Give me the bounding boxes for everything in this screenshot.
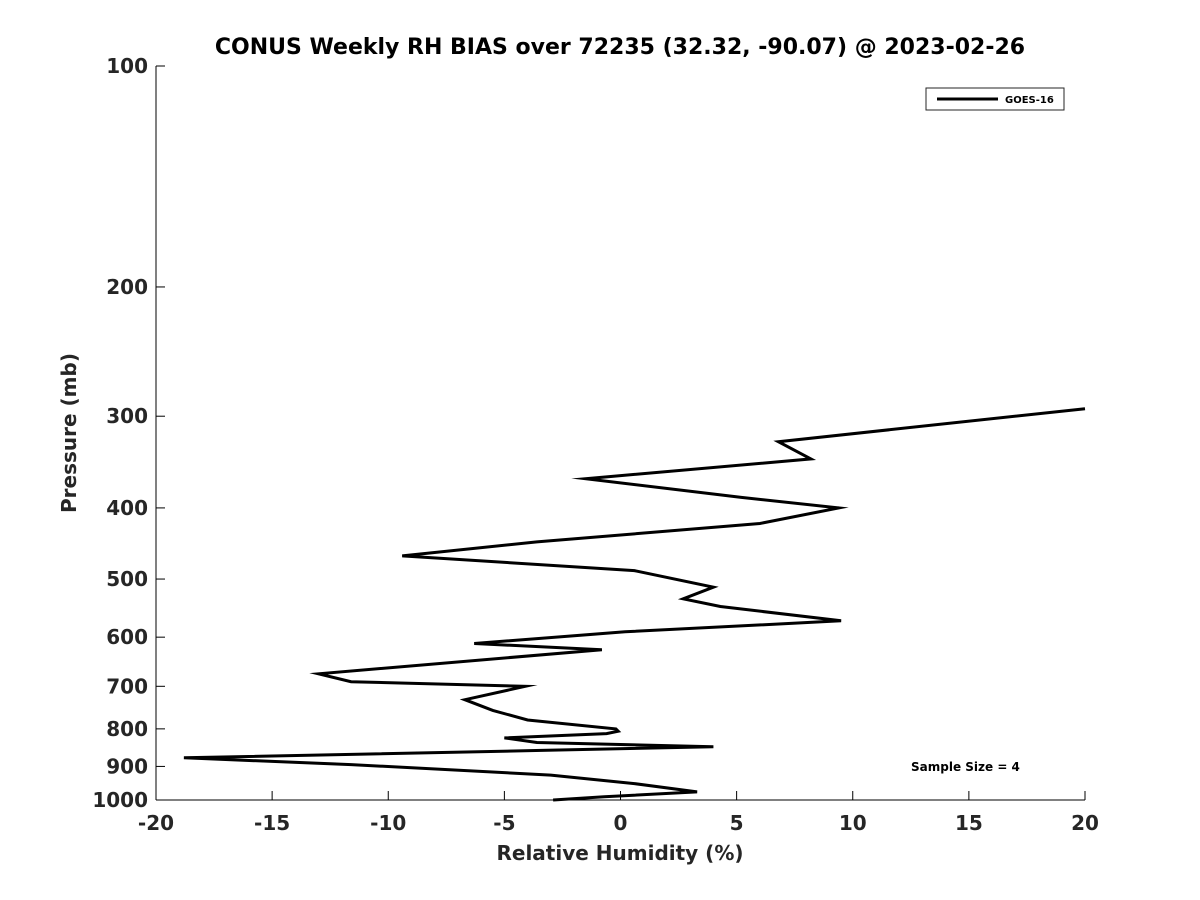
x-ticks: -20 -15 -10 -5 0 5 10 15 20 (138, 791, 1099, 835)
series-line-goes-16 (183, 407, 1086, 802)
x-axis-label: Relative Humidity (%) (496, 841, 743, 865)
sample-size-annotation: Sample Size = 4 (911, 760, 1020, 774)
legend-label-goes16: GOES-16 (1005, 95, 1054, 106)
x-tick-label: 5 (730, 811, 744, 835)
y-axis-label: Pressure (mb) (57, 353, 81, 513)
y-tick-label: 900 (106, 754, 148, 778)
y-tick-label: 300 (106, 404, 148, 428)
legend: GOES-16 (925, 87, 1065, 111)
y-tick-label: 700 (106, 674, 148, 698)
y-tick-label: 400 (106, 496, 148, 520)
x-tick-label: -10 (370, 811, 406, 835)
x-tick-label: 15 (955, 811, 983, 835)
x-tick-label: 20 (1071, 811, 1099, 835)
plot-area (183, 407, 1086, 802)
x-tick-label: -5 (493, 811, 515, 835)
x-tick-label: 0 (614, 811, 628, 835)
chart-title: CONUS Weekly RH BIAS over 72235 (32.32, … (215, 35, 1025, 60)
y-tick-label: 500 (106, 567, 148, 591)
y-tick-label: 600 (106, 625, 148, 649)
x-tick-label: -20 (138, 811, 174, 835)
y-ticks: 100 200 300 400 500 600 700 800 900 1000 (92, 54, 165, 812)
y-tick-label: 200 (106, 275, 148, 299)
y-tick-label: 800 (106, 717, 148, 741)
y-tick-label: 100 (106, 54, 148, 78)
x-tick-label: -15 (254, 811, 290, 835)
x-tick-label: 10 (839, 811, 867, 835)
y-tick-label: 1000 (92, 788, 148, 812)
